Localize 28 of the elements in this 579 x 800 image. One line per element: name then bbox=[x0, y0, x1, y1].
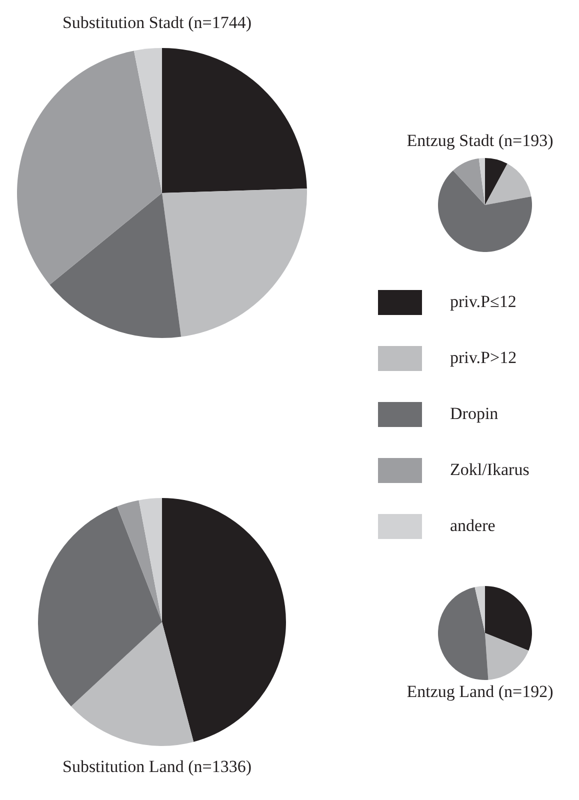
pie-slice bbox=[17, 50, 162, 285]
text: Substitution Land (n=1336) bbox=[62, 757, 252, 776]
legend-label: andere bbox=[450, 516, 496, 536]
pie-slice bbox=[485, 633, 529, 680]
pie-slice bbox=[478, 158, 485, 205]
text: Entzug Land (n=192) bbox=[406, 682, 554, 701]
legend-label: priv.P>12 bbox=[450, 348, 517, 368]
pie-slice bbox=[485, 586, 532, 651]
pie-slice bbox=[438, 170, 532, 252]
chart-title: Entzug Stadt (n=193) bbox=[406, 131, 554, 150]
pie-slice bbox=[485, 164, 532, 205]
pie-slice bbox=[453, 158, 485, 205]
pie-slice bbox=[438, 587, 488, 680]
pie-slice bbox=[117, 500, 162, 622]
pie-slice bbox=[134, 48, 162, 193]
legend-label: Zokl/Ikarus bbox=[450, 460, 530, 480]
legend-label: Dropin bbox=[450, 404, 498, 424]
pie-slice bbox=[162, 188, 307, 337]
pie-slice bbox=[485, 158, 508, 205]
pie-slice bbox=[71, 622, 194, 746]
pie-slice bbox=[38, 506, 162, 706]
pie-slice bbox=[50, 193, 182, 338]
pie-slice bbox=[138, 498, 162, 622]
chart-title: Substitution Stadt (n=1744) bbox=[62, 13, 252, 32]
pie-slice bbox=[474, 586, 485, 633]
pie-slice bbox=[162, 498, 286, 742]
pie-slice bbox=[162, 48, 307, 193]
legend-label: priv.P≤12 bbox=[450, 292, 516, 312]
